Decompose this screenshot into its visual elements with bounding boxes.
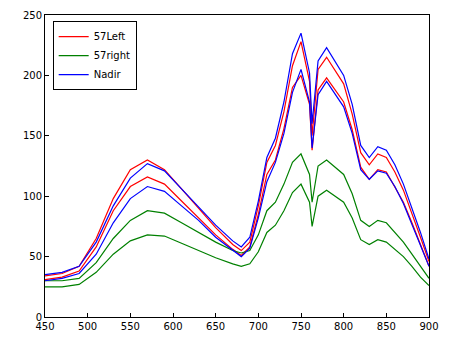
svg-text:650: 650: [206, 321, 225, 332]
svg-text:600: 600: [163, 321, 182, 332]
svg-text:100: 100: [23, 191, 42, 202]
svg-text:200: 200: [23, 70, 42, 81]
svg-text:850: 850: [377, 321, 396, 332]
svg-text:500: 500: [78, 321, 97, 332]
svg-text:250: 250: [23, 10, 42, 21]
svg-text:900: 900: [419, 321, 438, 332]
svg-text:750: 750: [291, 321, 310, 332]
svg-text:Nadir: Nadir: [94, 69, 122, 80]
svg-text:550: 550: [121, 321, 140, 332]
svg-text:800: 800: [334, 321, 353, 332]
svg-text:450: 450: [35, 321, 54, 332]
svg-text:150: 150: [23, 130, 42, 141]
svg-text:57right: 57right: [94, 50, 130, 61]
svg-text:50: 50: [29, 251, 42, 262]
svg-text:57Left: 57Left: [94, 31, 126, 42]
svg-text:0: 0: [36, 312, 42, 323]
svg-text:700: 700: [249, 321, 268, 332]
